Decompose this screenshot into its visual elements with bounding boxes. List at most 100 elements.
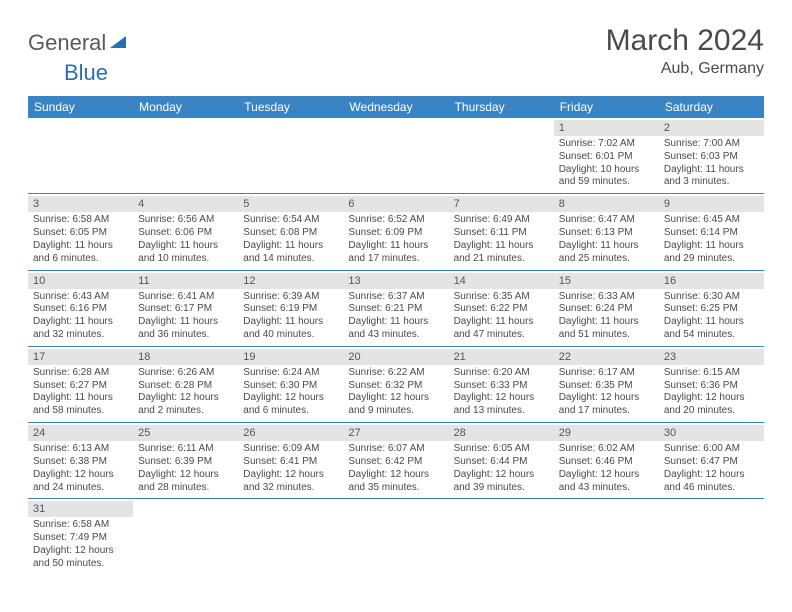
daylight-text: Daylight: 12 hours	[243, 392, 338, 405]
day-number: 5	[238, 196, 343, 212]
sunrise-text: Sunrise: 6:56 AM	[138, 214, 233, 227]
day-cell: 12Sunrise: 6:39 AMSunset: 6:19 PMDayligh…	[238, 271, 343, 346]
day-cell-empty	[449, 118, 554, 193]
daylight-text: and 54 minutes.	[664, 329, 759, 342]
day-number: 31	[28, 501, 133, 517]
day-cell: 20Sunrise: 6:22 AMSunset: 6:32 PMDayligh…	[343, 347, 448, 422]
sunset-text: Sunset: 6:11 PM	[454, 227, 549, 240]
sunrise-text: Sunrise: 6:02 AM	[559, 443, 654, 456]
day-cell: 1Sunrise: 7:02 AMSunset: 6:01 PMDaylight…	[554, 118, 659, 193]
daylight-text: and 14 minutes.	[243, 253, 338, 266]
week-row: 1Sunrise: 7:02 AMSunset: 6:01 PMDaylight…	[28, 118, 764, 194]
day-cell: 9Sunrise: 6:45 AMSunset: 6:14 PMDaylight…	[659, 194, 764, 269]
sunrise-text: Sunrise: 6:00 AM	[664, 443, 759, 456]
daylight-text: and 32 minutes.	[33, 329, 128, 342]
daylight-text: Daylight: 11 hours	[454, 240, 549, 253]
daylight-text: and 50 minutes.	[33, 558, 128, 571]
daylight-text: Daylight: 12 hours	[33, 469, 128, 482]
page-title: March 2024	[606, 24, 764, 58]
day-cell: 22Sunrise: 6:17 AMSunset: 6:35 PMDayligh…	[554, 347, 659, 422]
sunrise-text: Sunrise: 6:37 AM	[348, 291, 443, 304]
day-number: 9	[659, 196, 764, 212]
sunrise-text: Sunrise: 6:15 AM	[664, 367, 759, 380]
daylight-text: and 20 minutes.	[664, 405, 759, 418]
sunset-text: Sunset: 6:30 PM	[243, 380, 338, 393]
day-cell-empty	[238, 118, 343, 193]
sunset-text: Sunset: 6:21 PM	[348, 303, 443, 316]
sunset-text: Sunset: 6:27 PM	[33, 380, 128, 393]
day-cell: 13Sunrise: 6:37 AMSunset: 6:21 PMDayligh…	[343, 271, 448, 346]
sunset-text: Sunset: 7:49 PM	[33, 532, 128, 545]
daylight-text: and 32 minutes.	[243, 482, 338, 495]
daylight-text: Daylight: 11 hours	[348, 240, 443, 253]
sunset-text: Sunset: 6:42 PM	[348, 456, 443, 469]
daylight-text: and 13 minutes.	[454, 405, 549, 418]
day-cell: 14Sunrise: 6:35 AMSunset: 6:22 PMDayligh…	[449, 271, 554, 346]
weekday-thursday: Thursday	[449, 96, 554, 118]
sunset-text: Sunset: 6:39 PM	[138, 456, 233, 469]
daylight-text: Daylight: 12 hours	[348, 469, 443, 482]
daylight-text: Daylight: 12 hours	[348, 392, 443, 405]
sunrise-text: Sunrise: 6:28 AM	[33, 367, 128, 380]
sunset-text: Sunset: 6:44 PM	[454, 456, 549, 469]
weekday-wednesday: Wednesday	[343, 96, 448, 118]
day-number: 22	[554, 349, 659, 365]
sunrise-text: Sunrise: 6:49 AM	[454, 214, 549, 227]
daylight-text: Daylight: 12 hours	[664, 469, 759, 482]
day-number: 27	[343, 425, 448, 441]
day-cell-empty	[238, 499, 343, 574]
daylight-text: Daylight: 12 hours	[454, 469, 549, 482]
weekday-tuesday: Tuesday	[238, 96, 343, 118]
calendar-body: 1Sunrise: 7:02 AMSunset: 6:01 PMDaylight…	[28, 118, 764, 575]
sunrise-text: Sunrise: 6:11 AM	[138, 443, 233, 456]
daylight-text: Daylight: 11 hours	[664, 316, 759, 329]
day-cell: 31Sunrise: 6:58 AMSunset: 7:49 PMDayligh…	[28, 499, 133, 574]
sunrise-text: Sunrise: 6:07 AM	[348, 443, 443, 456]
daylight-text: and 29 minutes.	[664, 253, 759, 266]
daylight-text: and 47 minutes.	[454, 329, 549, 342]
day-cell-empty	[343, 499, 448, 574]
daylight-text: Daylight: 12 hours	[559, 392, 654, 405]
week-row: 31Sunrise: 6:58 AMSunset: 7:49 PMDayligh…	[28, 499, 764, 574]
sunset-text: Sunset: 6:06 PM	[138, 227, 233, 240]
daylight-text: and 6 minutes.	[33, 253, 128, 266]
day-number: 12	[238, 273, 343, 289]
day-number: 30	[659, 425, 764, 441]
sunset-text: Sunset: 6:36 PM	[664, 380, 759, 393]
week-row: 24Sunrise: 6:13 AMSunset: 6:38 PMDayligh…	[28, 423, 764, 499]
day-cell: 2Sunrise: 7:00 AMSunset: 6:03 PMDaylight…	[659, 118, 764, 193]
logo-sail-icon	[108, 30, 128, 56]
sunrise-text: Sunrise: 6:33 AM	[559, 291, 654, 304]
daylight-text: and 25 minutes.	[559, 253, 654, 266]
weekday-monday: Monday	[133, 96, 238, 118]
daylight-text: Daylight: 11 hours	[559, 316, 654, 329]
daylight-text: and 43 minutes.	[348, 329, 443, 342]
day-cell-empty	[133, 499, 238, 574]
sunset-text: Sunset: 6:32 PM	[348, 380, 443, 393]
sunset-text: Sunset: 6:46 PM	[559, 456, 654, 469]
day-number: 23	[659, 349, 764, 365]
day-cell: 28Sunrise: 6:05 AMSunset: 6:44 PMDayligh…	[449, 423, 554, 498]
week-row: 3Sunrise: 6:58 AMSunset: 6:05 PMDaylight…	[28, 194, 764, 270]
sunset-text: Sunset: 6:13 PM	[559, 227, 654, 240]
sunset-text: Sunset: 6:17 PM	[138, 303, 233, 316]
sunset-text: Sunset: 6:35 PM	[559, 380, 654, 393]
day-number: 10	[28, 273, 133, 289]
day-cell-empty	[133, 118, 238, 193]
daylight-text: Daylight: 11 hours	[33, 240, 128, 253]
daylight-text: and 35 minutes.	[348, 482, 443, 495]
logo-text-general: General	[28, 30, 106, 56]
day-number: 17	[28, 349, 133, 365]
daylight-text: and 51 minutes.	[559, 329, 654, 342]
sunrise-text: Sunrise: 6:58 AM	[33, 519, 128, 532]
daylight-text: and 40 minutes.	[243, 329, 338, 342]
day-cell: 30Sunrise: 6:00 AMSunset: 6:47 PMDayligh…	[659, 423, 764, 498]
daylight-text: Daylight: 11 hours	[348, 316, 443, 329]
daylight-text: Daylight: 10 hours	[559, 164, 654, 177]
day-cell: 19Sunrise: 6:24 AMSunset: 6:30 PMDayligh…	[238, 347, 343, 422]
daylight-text: Daylight: 12 hours	[664, 392, 759, 405]
sunrise-text: Sunrise: 6:39 AM	[243, 291, 338, 304]
daylight-text: Daylight: 11 hours	[664, 240, 759, 253]
daylight-text: and 24 minutes.	[33, 482, 128, 495]
daylight-text: Daylight: 12 hours	[138, 392, 233, 405]
